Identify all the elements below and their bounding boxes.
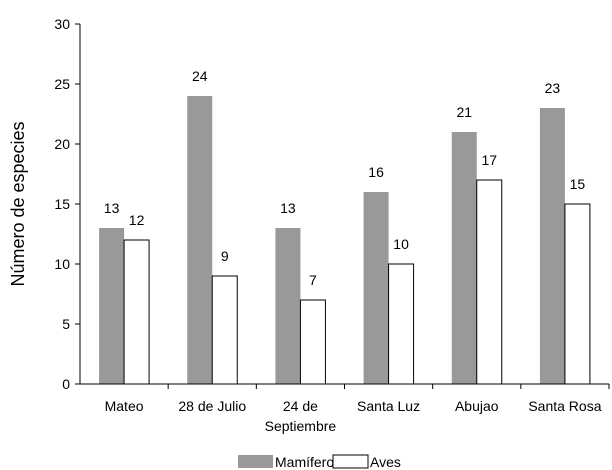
bar-aves <box>476 179 503 385</box>
bar-aves <box>388 263 415 385</box>
x-tick-label: Santa Luz <box>357 398 420 414</box>
data-label: 15 <box>570 176 586 192</box>
data-label: 24 <box>192 68 208 84</box>
bar-mam-feros <box>99 228 125 384</box>
data-label: 9 <box>221 248 229 264</box>
bar-mam-feros <box>275 228 301 384</box>
bar-aves <box>211 275 238 385</box>
data-label: 13 <box>104 200 120 216</box>
bars-layer <box>99 96 591 385</box>
x-tick-label: Mateo <box>105 398 144 414</box>
x-tick-label: 24 de Septiembre <box>265 398 337 434</box>
bar-mam-feros <box>451 132 477 384</box>
data-label: 23 <box>545 80 561 96</box>
y-tick-label: 10 <box>54 256 70 272</box>
data-label: 21 <box>456 104 472 120</box>
legend-label: Mamíferos <box>275 454 341 470</box>
bar-mam-feros <box>539 108 565 384</box>
data-label: 10 <box>393 236 409 252</box>
legend: Mamíferos Aves <box>238 454 401 470</box>
data-label: 13 <box>280 200 296 216</box>
x-tick-label: 28 de Julio <box>178 398 246 414</box>
bar-aves <box>123 239 150 385</box>
data-label: 16 <box>368 164 384 180</box>
x-tick-label: Santa Rosa <box>528 398 601 414</box>
y-axis-ticks: 0 5 10 15 20 25 30 <box>54 16 80 392</box>
data-label: 12 <box>129 212 145 228</box>
x-tick-label: Abujao <box>455 398 499 414</box>
y-tick-label: 15 <box>54 196 70 212</box>
x-axis-ticks: Mateo 28 de Julio 24 de Septiembre Santa Luz… <box>105 384 610 434</box>
bar-mam-feros <box>363 192 389 384</box>
data-label: 7 <box>309 272 317 288</box>
data-label: 17 <box>481 152 497 168</box>
legend-swatch <box>238 455 273 468</box>
y-tick-label: 25 <box>54 76 70 92</box>
y-tick-label: 20 <box>54 136 70 152</box>
bar-aves <box>299 299 326 385</box>
bar-mam-feros <box>187 96 213 384</box>
legend-label: Aves <box>370 454 401 470</box>
plot-area: 13 24 13 16 21 23 12 9 7 10 17 15 0 5 10 15 20 25 30 Mate… <box>54 16 610 434</box>
bar-aves <box>564 203 591 385</box>
y-tick-label: 30 <box>54 16 70 32</box>
y-tick-label: 5 <box>62 316 70 332</box>
data-labels-layer: 13 24 13 16 21 23 12 9 7 10 17 15 <box>104 68 586 288</box>
y-tick-label: 0 <box>62 376 70 392</box>
legend-swatch <box>332 454 369 469</box>
y-axis-title: Número de especies <box>8 121 28 286</box>
